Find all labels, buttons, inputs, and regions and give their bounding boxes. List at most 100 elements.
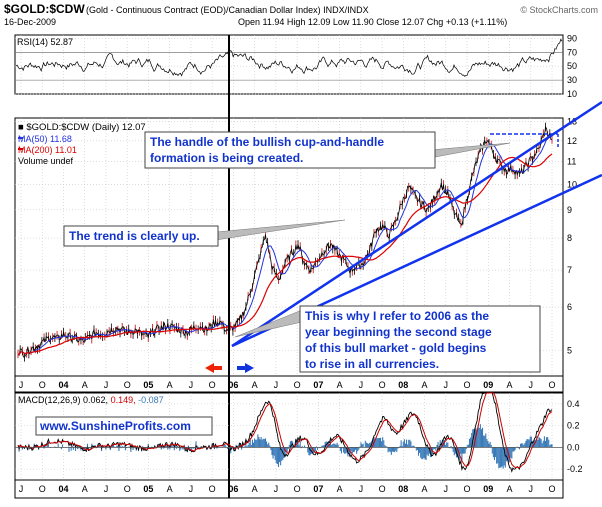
- price-legend-title: ■ $GOLD:$CDW (Daily) 12.07: [18, 122, 146, 133]
- website-box: [35, 416, 213, 436]
- year-note-text: This is why I refer to 2006 as the: [305, 309, 489, 323]
- x-label-lower: 05: [143, 484, 153, 494]
- x-label-lower: A: [507, 484, 513, 494]
- price-tick: 6: [567, 302, 572, 312]
- handle-note-box: [144, 131, 436, 169]
- x-label-upper: 09: [483, 380, 493, 390]
- x-label-upper: A: [82, 380, 88, 390]
- x-label-upper: O: [124, 380, 131, 390]
- year-note-text: to rise in all currencies.: [305, 357, 439, 371]
- x-label-upper: 06: [228, 380, 238, 390]
- year-note-text: of this bull market - gold begins: [305, 341, 487, 355]
- x-label-lower: O: [548, 484, 555, 494]
- x-label-lower: 09: [483, 484, 493, 494]
- handle-note-text: The handle of the bullish cup-and-handle: [150, 135, 384, 149]
- x-label-upper: J: [274, 380, 279, 390]
- x-label-lower: J: [274, 484, 279, 494]
- x-label-lower: J: [359, 484, 364, 494]
- trend-line-upper: [231, 100, 602, 348]
- x-label-lower: O: [39, 484, 46, 494]
- macd-tick: -0.2: [567, 464, 583, 474]
- x-label-lower: O: [209, 484, 216, 494]
- x-label-upper: J: [104, 380, 109, 390]
- x-axis-strip-upper: [14, 375, 564, 393]
- x-label-lower: J: [104, 484, 109, 494]
- macd-line: [17, 392, 553, 473]
- header-symbol: $GOLD:$CDW: [4, 2, 85, 16]
- price-tick: 7: [567, 265, 572, 275]
- x-label-lower: J: [19, 484, 24, 494]
- macd-signal-line: [17, 392, 553, 469]
- x-label-lower: 06: [228, 484, 238, 494]
- rsi-line: [15, 38, 563, 77]
- x-label-upper: O: [209, 380, 216, 390]
- handle-note-text: formation is being created.: [150, 151, 303, 165]
- macd-legend-signal: 0.149,: [111, 395, 139, 405]
- price-tick: 12: [567, 136, 577, 146]
- header-quote: Open 11.94 High 12.09 Low 11.90 Close 12…: [238, 17, 507, 27]
- macd-legend-value: 0.062,: [83, 395, 111, 405]
- x-label-upper: A: [252, 380, 258, 390]
- x-label-lower: A: [82, 484, 88, 494]
- price-tick: 11: [567, 157, 576, 167]
- price-legend-ma50: MA(50) 11.68: [18, 134, 72, 144]
- rsi-tick: 50: [567, 61, 577, 71]
- ma200-line: [17, 153, 553, 356]
- year-note-box: [299, 305, 541, 373]
- x-label-lower: A: [422, 484, 428, 494]
- ma200-swatch: [18, 148, 23, 150]
- arrow-right: [237, 363, 254, 373]
- x-label-upper: O: [464, 380, 471, 390]
- x-label-upper: J: [189, 380, 194, 390]
- x-label-lower: O: [379, 484, 386, 494]
- x-label-upper: O: [379, 380, 386, 390]
- x-label-upper: A: [507, 380, 513, 390]
- x-label-upper: A: [167, 380, 173, 390]
- x-label-upper: 07: [313, 380, 323, 390]
- x-label-upper: O: [39, 380, 46, 390]
- rsi-tick: 30: [567, 75, 577, 85]
- x-label-lower: J: [189, 484, 194, 494]
- rsi-panel: [14, 34, 564, 95]
- x-label-lower: O: [294, 484, 301, 494]
- x-label-lower: O: [464, 484, 471, 494]
- arrow-left: [205, 363, 222, 373]
- x-label-lower: A: [167, 484, 173, 494]
- macd-tick: 0.4: [567, 399, 580, 409]
- x-label-lower: O: [124, 484, 131, 494]
- rsi-legend: RSI(14) 52.87: [17, 37, 73, 47]
- x-label-lower: 07: [313, 484, 323, 494]
- x-label-upper: O: [294, 380, 301, 390]
- x-label-lower: J: [444, 484, 449, 494]
- x-label-upper: J: [359, 380, 364, 390]
- ma50-line: [17, 134, 553, 356]
- macd-legend-hist: -0.087: [138, 395, 164, 405]
- x-label-upper: 08: [398, 380, 408, 390]
- price-legend-volume: Volume undef: [18, 156, 74, 166]
- x-label-upper: J: [19, 380, 24, 390]
- x-label-upper: J: [529, 380, 534, 390]
- rsi-tick: 10: [567, 89, 577, 99]
- macd-tick: 0.0: [567, 442, 580, 452]
- macd-tick: 0.2: [567, 421, 580, 431]
- x-label-lower: A: [337, 484, 343, 494]
- header-date: 16-Dec-2009: [4, 17, 56, 27]
- trend-note-box: [63, 225, 219, 247]
- x-label-lower: J: [529, 484, 534, 494]
- price-tick: 10: [567, 180, 577, 190]
- price-tick: 8: [567, 233, 572, 243]
- x-label-upper: 04: [58, 380, 68, 390]
- price-tick: 9: [567, 205, 572, 215]
- x-label-lower: A: [252, 484, 258, 494]
- x-label-lower: 04: [58, 484, 68, 494]
- website-text: www.SunshineProfits.com: [39, 419, 191, 433]
- x-label-upper: A: [337, 380, 343, 390]
- rsi-tick: 70: [567, 47, 577, 57]
- rsi-tick: 90: [567, 33, 577, 43]
- price-line: [17, 125, 553, 358]
- x-label-upper: O: [548, 380, 555, 390]
- price-legend-ma200: MA(200) 11.01: [18, 145, 77, 155]
- price-tick: 5: [567, 346, 572, 356]
